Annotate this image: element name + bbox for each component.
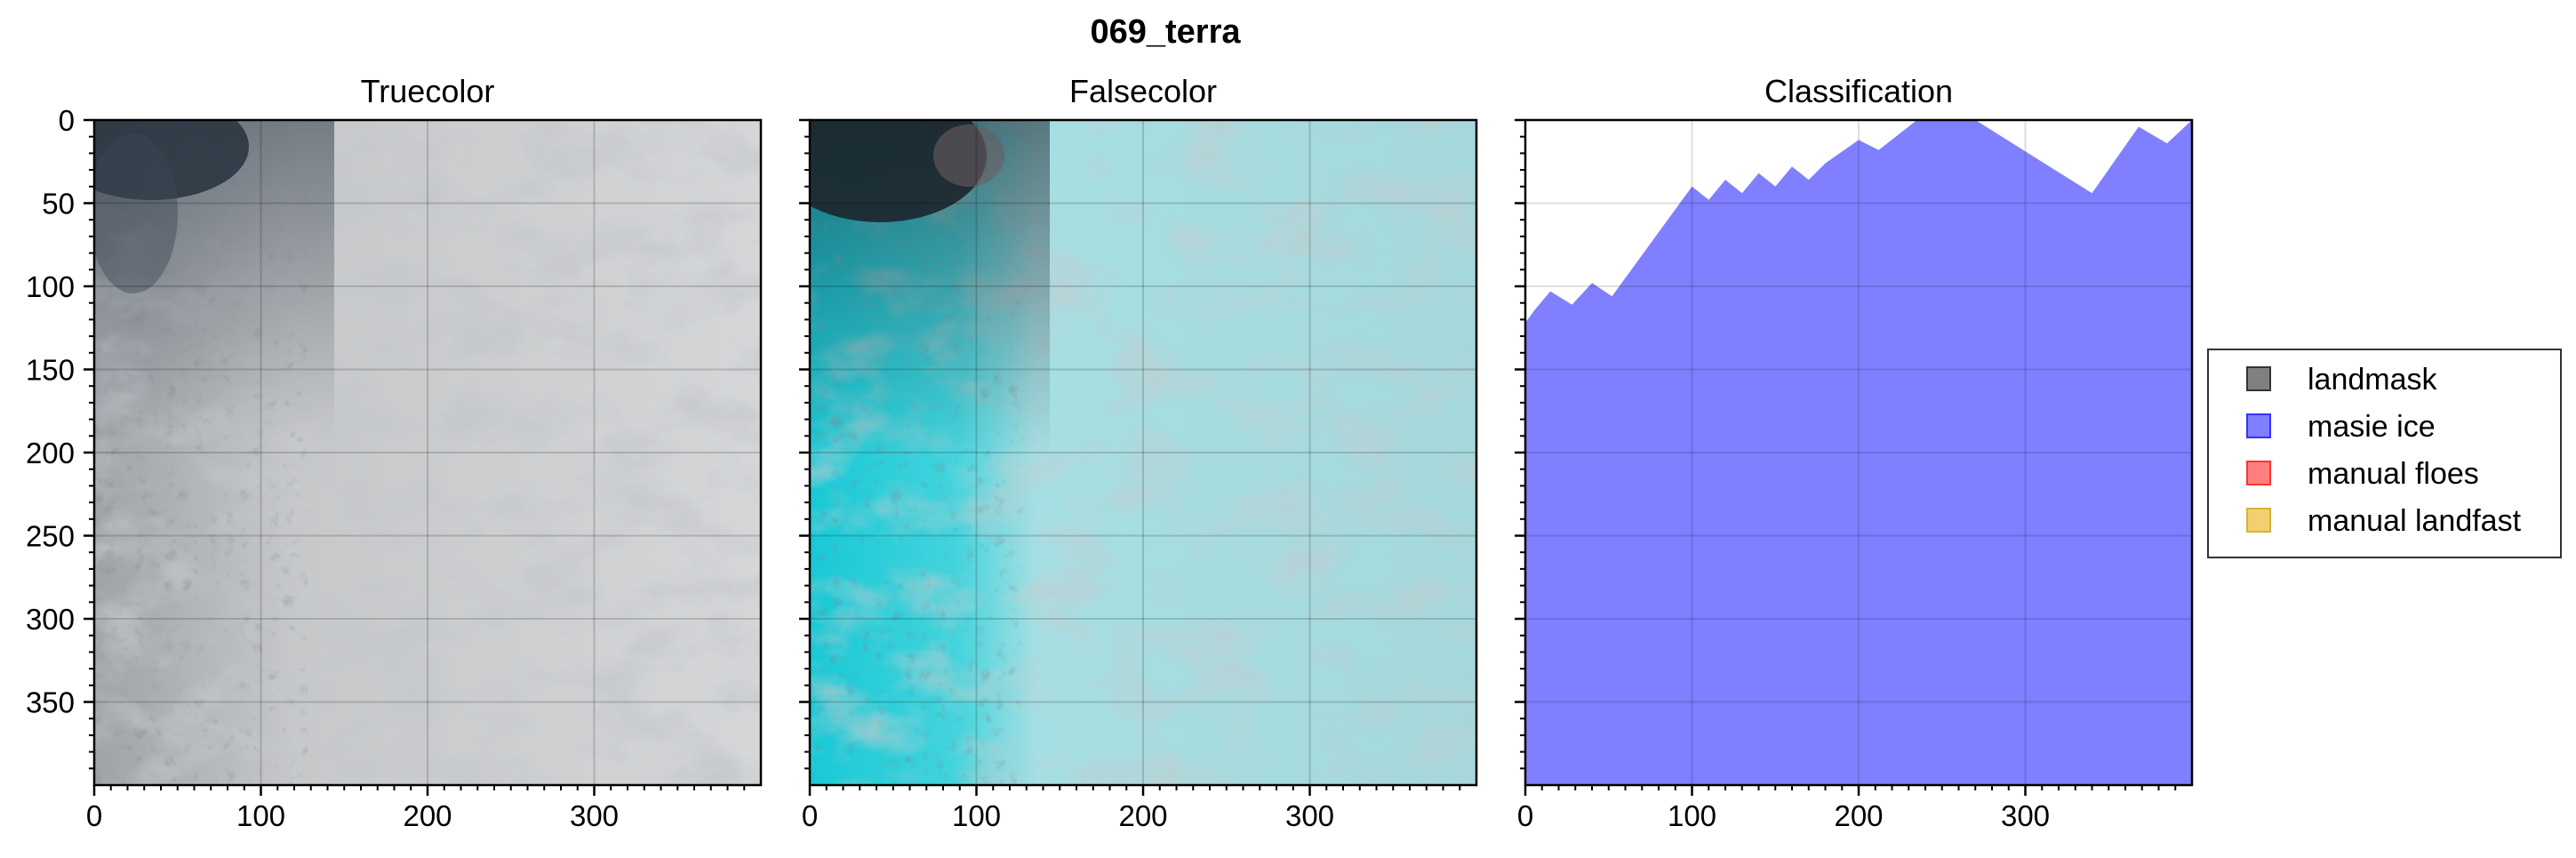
truecolor-y-tick-label-200: 200 (26, 437, 75, 469)
classification-x-tick-label-300: 300 (2001, 799, 2050, 832)
falsecolor-x-tick-label-0: 0 (802, 799, 818, 832)
falsecolor-x-tick-label-300: 300 (1285, 799, 1334, 832)
falsecolor-x-tick-label-200: 200 (1118, 799, 1167, 832)
truecolor-image (53, 93, 761, 785)
truecolor-y-tick-label-250: 250 (26, 520, 75, 553)
falsecolor-panel: Falsecolor (773, 73, 1476, 785)
falsecolor-title: Falsecolor (1069, 73, 1217, 109)
classification-title: Classification (1764, 73, 1953, 109)
falsecolor-x-tick-label-100: 100 (952, 799, 1001, 832)
truecolor-y-tick-label-350: 350 (26, 686, 75, 719)
truecolor-panel: Truecolor (53, 73, 761, 785)
legend-swatch-manual-floes (2247, 461, 2270, 485)
truecolor-y-tick-label-100: 100 (26, 270, 75, 303)
legend-swatch-manual-landfast (2247, 509, 2270, 532)
classification-x-tick-label-0: 0 (1517, 799, 1533, 832)
truecolor-x-tick-label-0: 0 (86, 799, 102, 832)
legend-swatch-masie-ice (2247, 414, 2270, 437)
legend-swatch-landmask (2247, 367, 2270, 390)
classification-x-tick-label-100: 100 (1668, 799, 1716, 832)
truecolor-y-tick-label-300: 300 (26, 603, 75, 636)
truecolor-y-tick-label-150: 150 (26, 354, 75, 387)
classification-x-tick-label-200: 200 (1834, 799, 1883, 832)
truecolor-x-tick-label-300: 300 (570, 799, 619, 832)
truecolor-x-tick-label-100: 100 (236, 799, 285, 832)
figure-suptitle: 069_terra (1090, 13, 1241, 51)
legend-label-manual-landfast: manual landfast (2308, 504, 2522, 538)
legend-label-masie-ice: masie ice (2308, 410, 2436, 444)
truecolor-y-tick-label-0: 0 (59, 104, 75, 137)
truecolor-x-tick-label-200: 200 (403, 799, 452, 832)
truecolor-title: Truecolor (361, 73, 495, 109)
truecolor-y-tick-label-50: 50 (42, 188, 75, 221)
legend-label-landmask: landmask (2308, 363, 2438, 397)
legend-label-manual-floes: manual floes (2308, 457, 2479, 491)
legend: landmask masie ice manual floes manual l… (2208, 349, 2561, 557)
falsecolor-image (773, 89, 1476, 785)
